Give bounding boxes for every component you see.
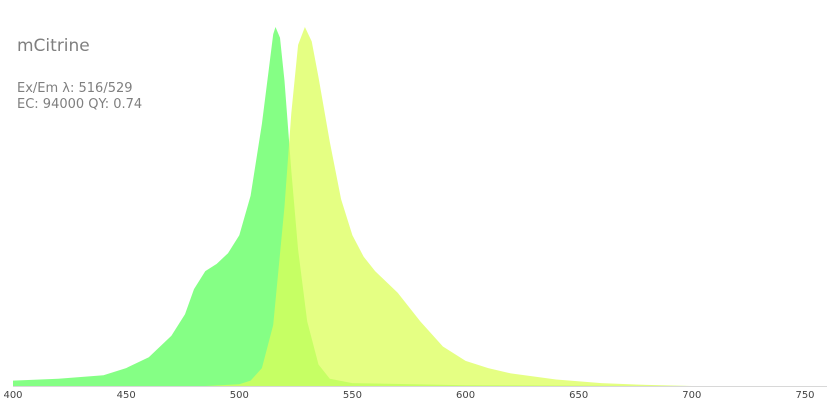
x-tick-label-650: 650	[569, 390, 588, 401]
x-axis-ticks: 400 450 500 550 600 650 700 750	[3, 390, 814, 401]
x-tick-label-550: 550	[343, 390, 362, 401]
x-tick-label-700: 700	[682, 390, 701, 401]
x-tick-label-400: 400	[3, 390, 22, 401]
x-tick-label-750: 750	[795, 390, 814, 401]
ec-qy-label: EC: 94000 QY: 0.74	[17, 97, 143, 112]
fluorophore-title: mCitrine	[17, 36, 90, 56]
x-tick-label-450: 450	[117, 390, 136, 401]
spectrum-areas	[13, 27, 692, 386]
spectrum-area-2	[205, 27, 692, 386]
x-tick-label-600: 600	[456, 390, 475, 401]
x-tick-label-500: 500	[230, 390, 249, 401]
ex-em-wavelength-label: Ex/Em λ: 516/529	[17, 81, 133, 96]
